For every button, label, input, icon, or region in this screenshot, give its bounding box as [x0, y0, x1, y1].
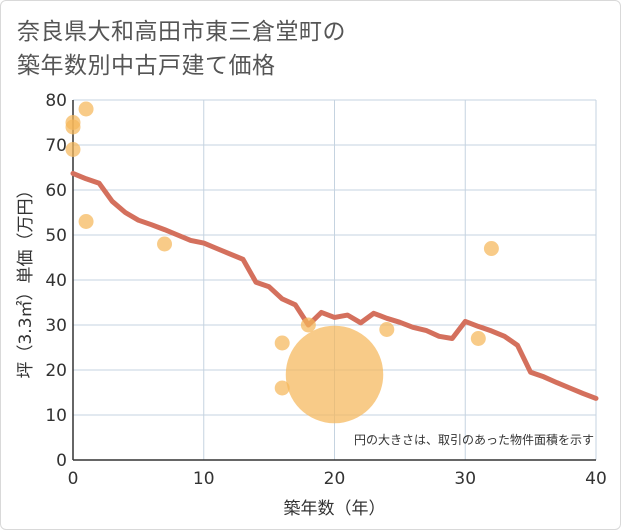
y-tick-label: 80: [45, 91, 67, 111]
trend-line: [70, 170, 599, 401]
y-tick-label: 30: [45, 316, 67, 336]
y-tick-label: 70: [45, 136, 67, 156]
y-tick-label: 10: [45, 406, 67, 426]
scatter-point: [285, 325, 384, 424]
scatter-point: [379, 322, 395, 337]
x-tick-label: 40: [585, 469, 607, 489]
scatter-point: [274, 335, 290, 351]
y-tick-label: 20: [45, 361, 67, 381]
scatter-point: [78, 214, 94, 229]
scatter-point: [157, 236, 173, 252]
scatter-point: [300, 317, 316, 333]
y-tick-label: 60: [45, 181, 67, 201]
y-tick-label: 50: [45, 226, 67, 246]
chart-title: 奈良県大和高田市東三倉堂町の 築年数別中古戸建て価格: [17, 15, 346, 83]
title-line-2: 築年数別中古戸建て価格: [17, 53, 276, 79]
scatter-point: [65, 119, 81, 135]
axes: [72, 100, 596, 461]
scatter-point: [274, 380, 290, 396]
y-tick-label: 0: [56, 451, 67, 471]
trend-line-group: [70, 170, 599, 401]
y-tick-label: 40: [45, 271, 67, 291]
x-tick-label: 30: [454, 469, 476, 489]
x-tick-label: 0: [68, 469, 79, 489]
scatter-points: [65, 101, 499, 424]
size-note: 円の大きさは、取引のあった物件面積を示す: [354, 432, 594, 447]
x-tick-label: 10: [193, 469, 215, 489]
tick-labels: 0 10 20 30 40 50 60 70 80 0 10 20 30 40: [45, 91, 606, 489]
title-line-1: 奈良県大和高田市東三倉堂町の: [17, 19, 346, 45]
scatter-point: [78, 101, 94, 117]
x-axis-label: 築年数（年）: [284, 499, 386, 519]
scatter-point: [470, 331, 486, 346]
x-tick-label: 20: [324, 469, 346, 489]
scatter-point: [65, 142, 81, 157]
y-axis-label: 坪（3.3㎡）単価（万円）: [16, 181, 36, 378]
scatter-point: [483, 241, 499, 256]
